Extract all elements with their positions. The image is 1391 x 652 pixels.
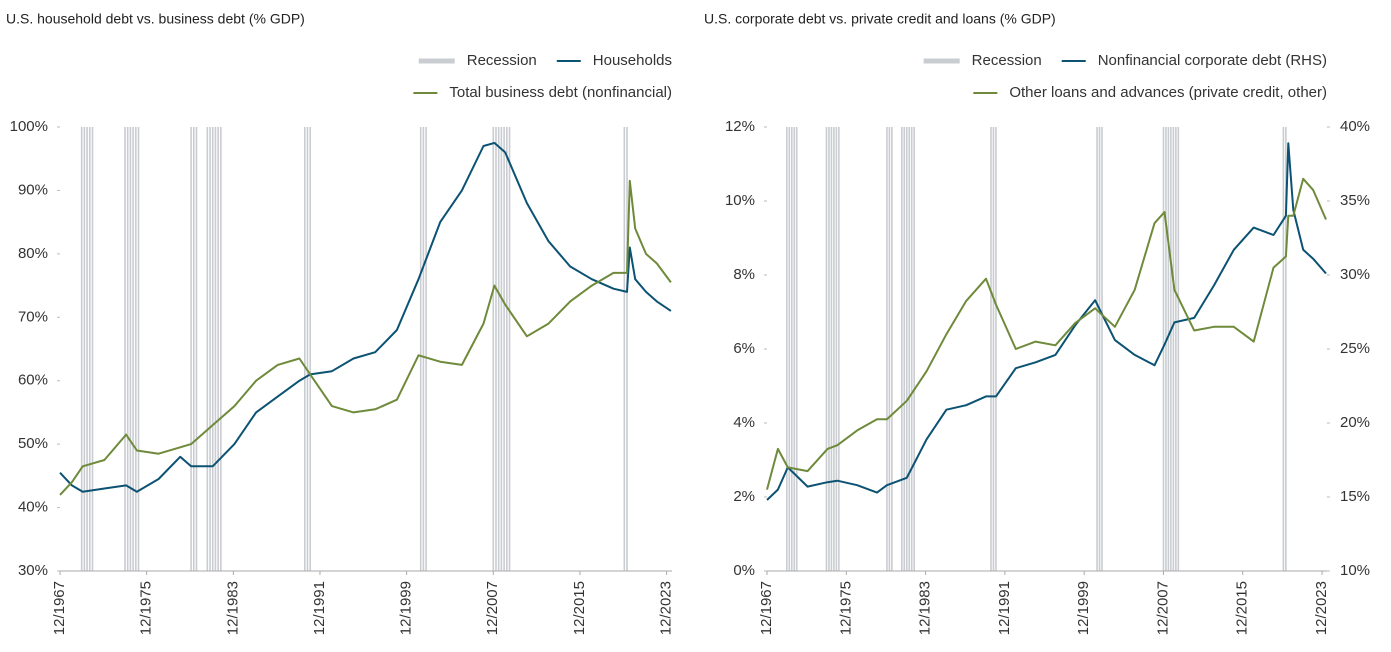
y-tick-label: 2% bbox=[733, 488, 755, 505]
y-tick-label: 10% bbox=[725, 192, 755, 209]
y2-tick-label: 25% bbox=[1340, 340, 1370, 357]
y2-tick-label: 20% bbox=[1340, 414, 1370, 431]
recession-band bbox=[124, 127, 140, 571]
y-tick-label: 6% bbox=[733, 340, 755, 357]
y-tick-label: 90% bbox=[18, 181, 48, 198]
legend-label: Nonfinancial corporate debt (RHS) bbox=[1098, 52, 1327, 69]
recession-band bbox=[492, 127, 511, 571]
y2-tick-label: 30% bbox=[1340, 266, 1370, 283]
recession-band bbox=[990, 127, 997, 571]
y2-tick-label: 15% bbox=[1340, 488, 1370, 505]
y-tick-label: 60% bbox=[18, 372, 48, 389]
x-tick-label: 12/1983 bbox=[224, 581, 241, 635]
y-tick-label: 80% bbox=[18, 245, 48, 262]
y-tick-label: 12% bbox=[725, 118, 755, 135]
x-tick-label: 12/1983 bbox=[917, 581, 934, 635]
recession-band bbox=[80, 127, 94, 571]
series-line bbox=[766, 142, 1327, 501]
recession-band bbox=[623, 127, 628, 571]
y-tick-label: 4% bbox=[733, 414, 755, 431]
y-tick-label: 0% bbox=[733, 562, 755, 579]
x-tick-label: 12/2015 bbox=[1234, 581, 1251, 635]
legend-label: Recession bbox=[972, 52, 1042, 69]
x-tick-label: 12/2023 bbox=[658, 581, 675, 635]
x-tick-label: 12/1991 bbox=[996, 581, 1013, 635]
x-tick-label: 12/2015 bbox=[571, 581, 588, 635]
x-tick-label: 12/1999 bbox=[398, 581, 415, 635]
y-tick-label: 70% bbox=[18, 308, 48, 325]
series-line bbox=[59, 141, 672, 493]
recession-band bbox=[825, 127, 840, 571]
series-line bbox=[59, 179, 672, 496]
y2-tick-label: 10% bbox=[1340, 562, 1370, 579]
chart-title: U.S. household debt vs. business debt (%… bbox=[6, 11, 305, 27]
x-tick-label: 12/1991 bbox=[311, 581, 328, 635]
x-tick-label: 12/2007 bbox=[484, 581, 501, 635]
legend-label: Total business debt (nonfinancial) bbox=[449, 84, 672, 101]
y2-tick-label: 40% bbox=[1340, 118, 1370, 135]
x-tick-label: 12/1999 bbox=[1075, 581, 1092, 635]
legend-label: Recession bbox=[467, 52, 537, 69]
y-tick-label: 8% bbox=[733, 266, 755, 283]
x-tick-label: 12/1975 bbox=[837, 581, 854, 635]
chart-title: U.S. corporate debt vs. private credit a… bbox=[704, 11, 1056, 27]
y-tick-label: 40% bbox=[18, 499, 48, 516]
recession-band bbox=[900, 127, 915, 571]
x-tick-label: 12/1967 bbox=[51, 581, 68, 635]
legend-label: Other loans and advances (private credit… bbox=[1009, 84, 1327, 101]
recession-band bbox=[886, 127, 893, 571]
recession-band bbox=[190, 127, 198, 571]
y-tick-label: 50% bbox=[18, 435, 48, 452]
recession-band bbox=[786, 127, 798, 571]
legend-label: Households bbox=[593, 52, 672, 69]
y-tick-label: 100% bbox=[10, 118, 48, 135]
recession-band bbox=[1282, 127, 1287, 571]
x-tick-label: 12/2007 bbox=[1154, 581, 1171, 635]
recession-band bbox=[206, 127, 222, 571]
x-tick-label: 12/1975 bbox=[138, 581, 155, 635]
x-tick-label: 12/2023 bbox=[1313, 581, 1330, 635]
y-tick-label: 30% bbox=[18, 562, 48, 579]
recession-band bbox=[419, 127, 427, 571]
recession-band bbox=[303, 127, 312, 571]
recession-band bbox=[1096, 127, 1103, 571]
x-tick-label: 12/1967 bbox=[758, 581, 775, 635]
series-line bbox=[766, 177, 1327, 490]
y2-tick-label: 35% bbox=[1340, 192, 1370, 209]
recession-band bbox=[1162, 127, 1180, 571]
